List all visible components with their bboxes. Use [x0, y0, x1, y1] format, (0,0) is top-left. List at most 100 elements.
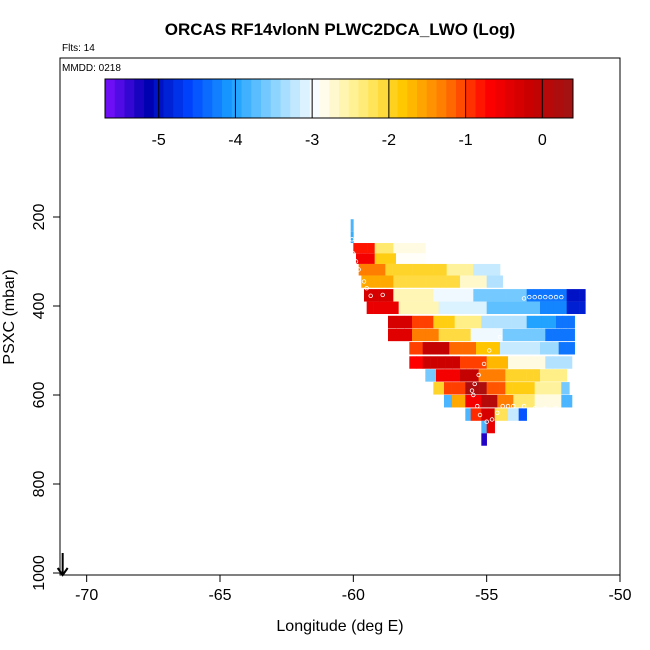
colorbar-tick-label: -5	[152, 132, 166, 149]
track-point	[469, 388, 475, 393]
heatmap-cell	[430, 356, 438, 369]
heatmap-cell	[553, 301, 561, 315]
heatmap-cell	[527, 382, 535, 395]
heatmap-cell	[469, 342, 477, 355]
heatmap-cell	[459, 301, 467, 315]
heatmap-cell	[393, 243, 401, 254]
heatmap-cell	[420, 275, 427, 288]
heatmap-cell	[356, 253, 363, 264]
heatmap-cell	[399, 243, 407, 254]
heatmap-cell	[492, 382, 500, 395]
heatmap-cell	[396, 328, 405, 342]
heatmap-cell	[388, 315, 397, 329]
heatmap-cell	[380, 275, 388, 288]
heatmap-cell	[520, 395, 528, 408]
heatmap-cell	[362, 253, 369, 264]
heatmap-cell	[461, 315, 469, 329]
x-tick-label: -70	[75, 587, 98, 604]
heatmap-cell	[439, 263, 447, 276]
heatmap-cell	[501, 408, 509, 421]
heatmap-cell	[433, 275, 441, 288]
heatmap-cell	[409, 342, 417, 355]
heatmap-cell	[553, 369, 561, 382]
colorbar-swatch	[134, 79, 145, 118]
heatmap-cell	[367, 243, 375, 254]
heatmap-cell	[465, 382, 473, 395]
colorbar-swatch	[173, 79, 184, 118]
heatmap-cell	[516, 328, 525, 342]
track-point	[351, 251, 356, 256]
heatmap-cell	[540, 301, 547, 315]
colorbar-swatch	[339, 79, 350, 118]
track-point	[511, 403, 516, 409]
colorbar-swatch	[407, 79, 418, 118]
y-axis: 200 400 600 800 1000	[31, 204, 61, 591]
heatmap-cell	[498, 369, 506, 382]
heatmap-cell	[374, 253, 383, 264]
heatmap-cell	[486, 275, 495, 288]
flight-track	[349, 237, 569, 424]
colorbar-swatch	[290, 79, 301, 118]
heatmap-cell	[476, 342, 485, 355]
heatmap-cell	[481, 315, 490, 329]
heatmap-cell	[404, 315, 413, 329]
heatmap-cell	[548, 315, 557, 329]
heatmap-cell	[458, 382, 466, 395]
heatmap-cell	[515, 356, 524, 369]
colorbar-swatch	[251, 79, 262, 118]
heatmap-cell	[520, 342, 527, 355]
heatmap-cell	[500, 342, 507, 355]
heatmap-cell	[445, 301, 453, 315]
heatmap-cell	[492, 369, 499, 382]
colorbar-swatch	[563, 79, 574, 118]
heatmap-cell	[512, 369, 520, 382]
heatmap-cell	[513, 408, 519, 421]
heatmap-cell	[412, 301, 419, 315]
track-point	[477, 412, 483, 418]
heatmap-cell	[426, 315, 434, 329]
heatmap-cell	[493, 356, 502, 369]
heatmap-cell	[485, 369, 493, 382]
colorbar-tick-label: -3	[305, 132, 319, 149]
heatmap-cell	[531, 328, 539, 342]
colorbar-swatch	[553, 79, 564, 118]
heatmap-cell	[541, 315, 549, 329]
heatmap-cell	[486, 263, 494, 276]
heatmap-cell	[538, 328, 546, 342]
colorbar-swatch	[417, 79, 428, 118]
heatmap-cell	[442, 342, 450, 355]
heatmap-cell	[494, 275, 503, 288]
heatmap-cell	[460, 356, 467, 369]
colorbar-tick-label: 0	[538, 132, 547, 149]
colorbar-swatch	[105, 79, 116, 118]
heatmap-cell	[520, 301, 527, 315]
heatmap-cell	[506, 289, 514, 302]
heatmap-cell	[560, 289, 567, 302]
track-point	[489, 417, 495, 422]
colorbar-swatch	[524, 79, 535, 118]
arrow-head	[56, 567, 69, 577]
heatmap-cell	[534, 382, 542, 395]
colorbar-swatch	[241, 79, 252, 118]
colorbar-swatch	[212, 79, 223, 118]
colorbar-tick-label: -2	[382, 132, 396, 149]
heatmap-cell	[489, 328, 497, 342]
heatmap-cell	[526, 342, 534, 355]
colorbar-swatch	[475, 79, 486, 118]
heatmap-cell	[366, 301, 374, 315]
heatmap-cell	[464, 328, 471, 342]
x-tick-label: -50	[608, 587, 631, 604]
heatmap-cell	[444, 382, 452, 395]
heatmap-cell	[511, 315, 520, 329]
heatmap-cell	[426, 289, 434, 302]
heatmap-cell	[492, 342, 501, 355]
heatmap-cell	[392, 301, 399, 315]
heatmap-cell	[465, 408, 471, 421]
heatmap-cell	[530, 356, 539, 369]
heatmap-cell	[473, 395, 482, 408]
heatmap-cell	[473, 263, 481, 276]
track-point	[484, 419, 489, 424]
heatmap-cell	[480, 275, 487, 288]
heatmap-cell	[432, 328, 439, 342]
